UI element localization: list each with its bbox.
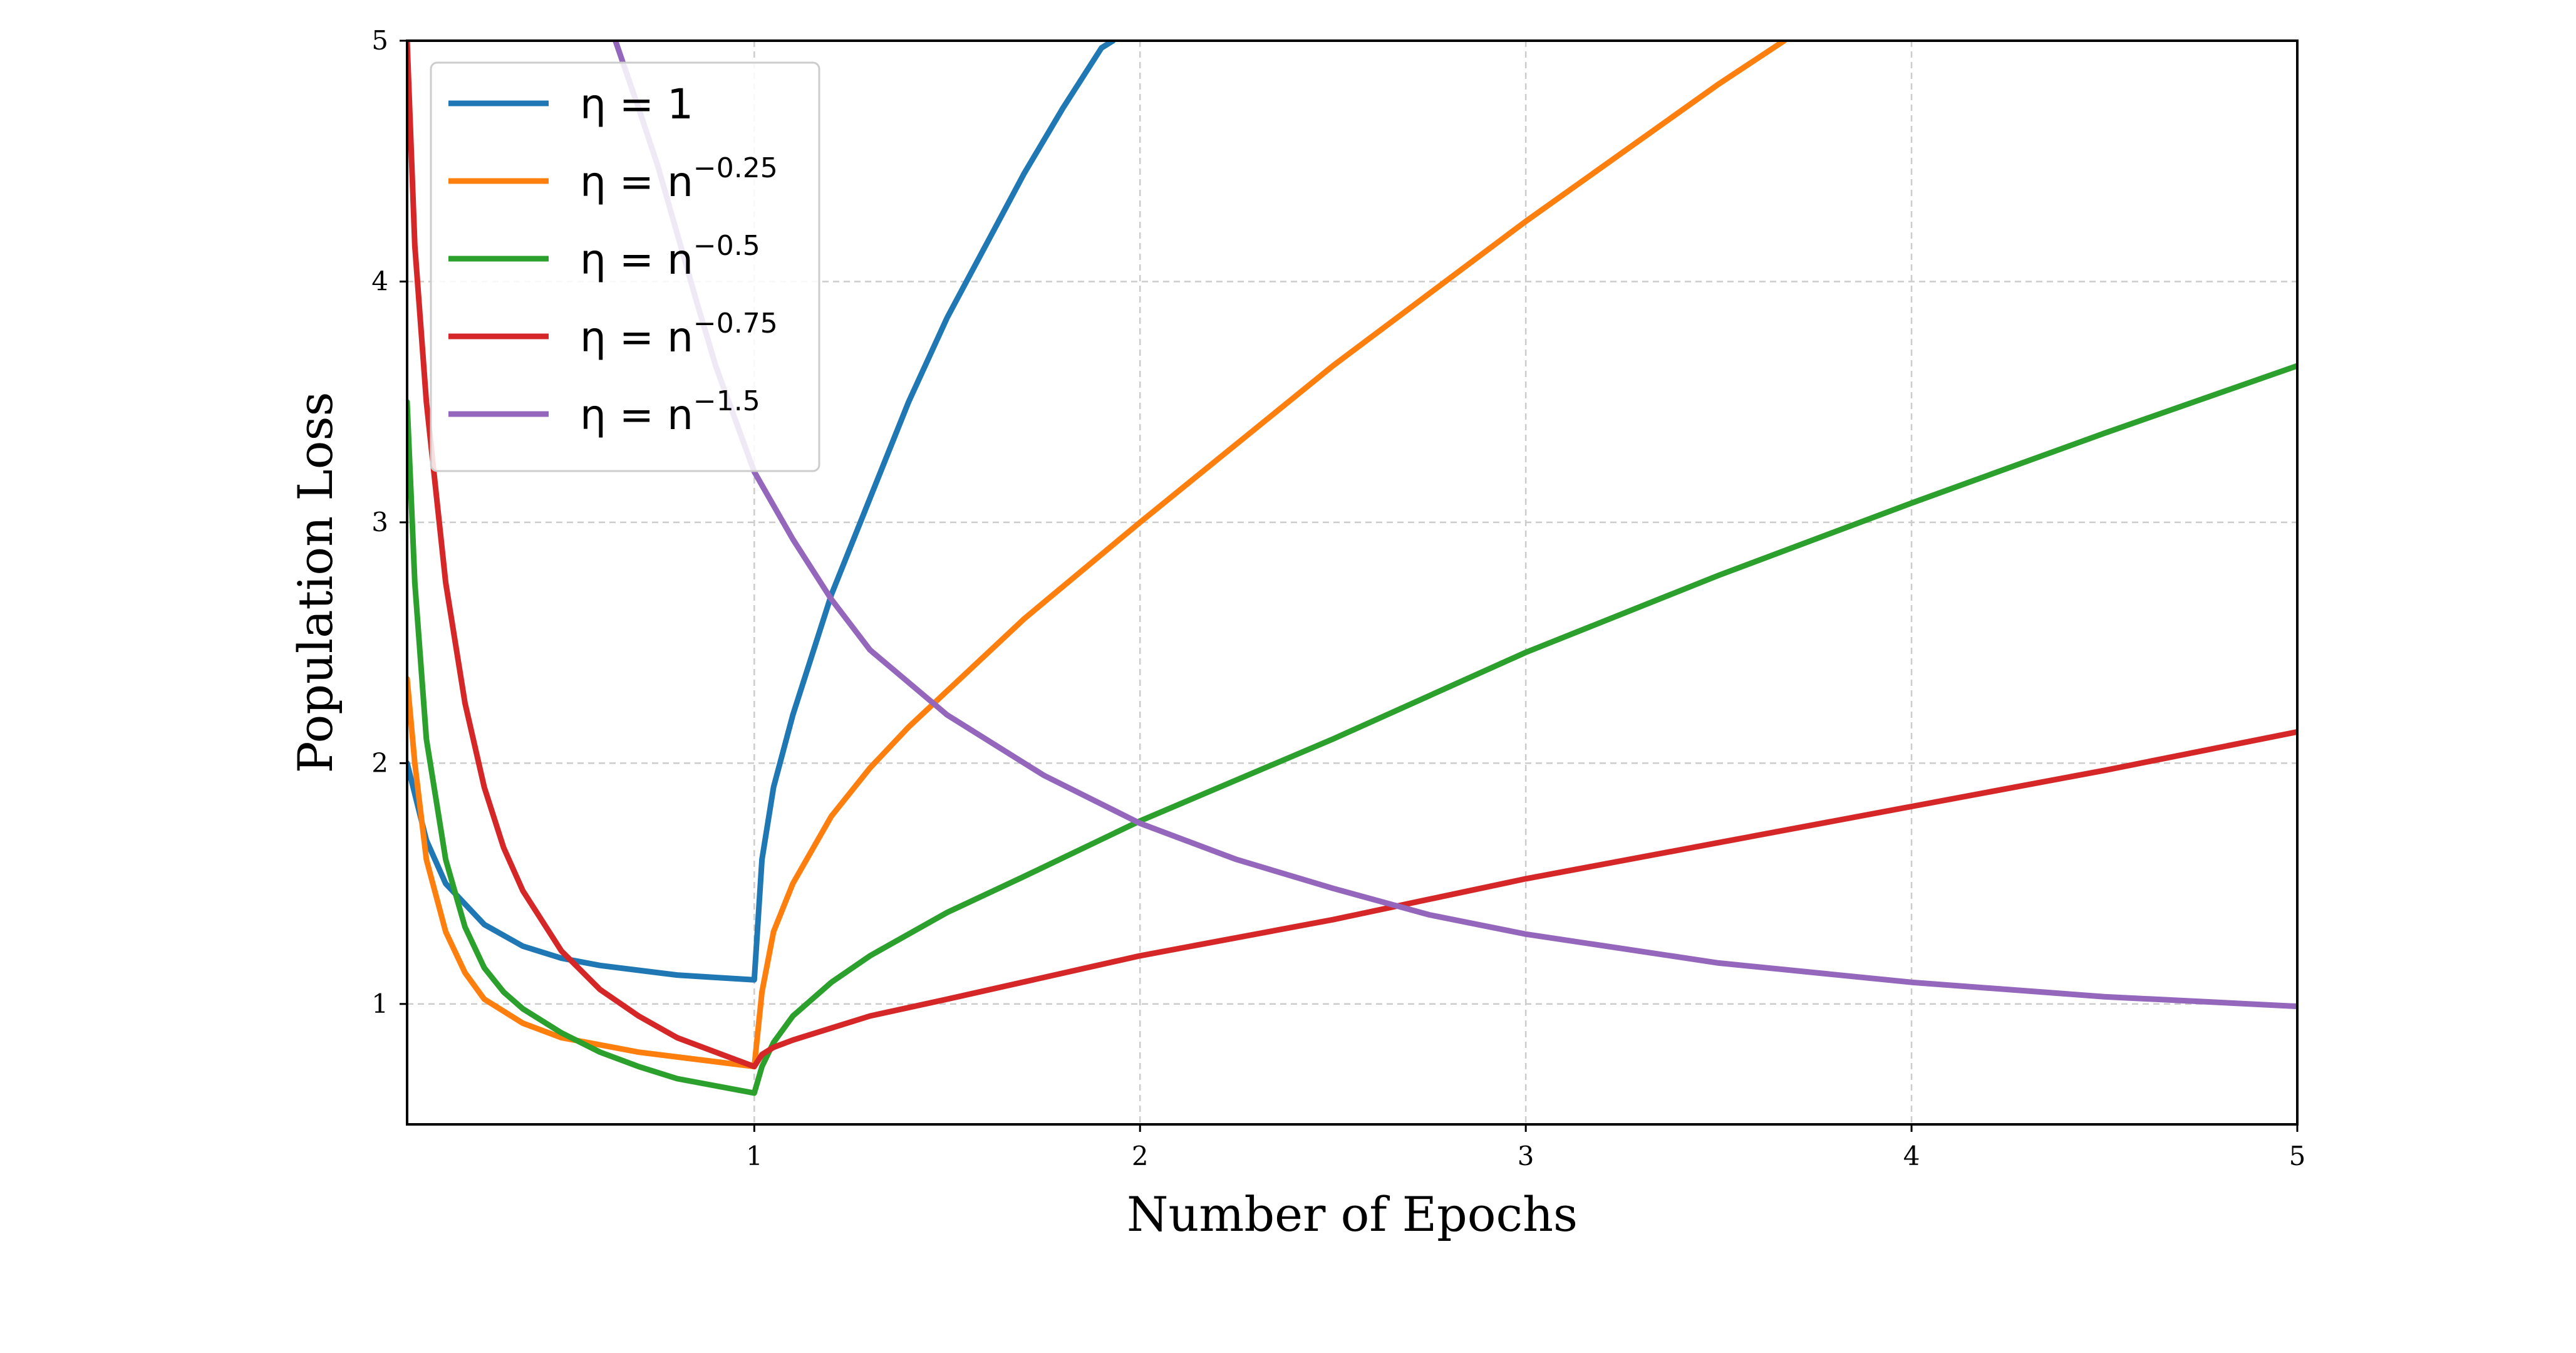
legend-exponent: −1.5 — [693, 385, 760, 417]
series-line-2 — [407, 41, 1787, 1070]
y-tick-label: 1 — [371, 988, 388, 1019]
x-tick-label: 5 — [2289, 1141, 2306, 1171]
y-tick-label: 2 — [371, 747, 388, 778]
y-axis-label: Population Loss — [287, 392, 343, 774]
x-tick-label: 3 — [1518, 1141, 1534, 1171]
legend-label: η = n — [580, 236, 693, 284]
legend-entry-4: η = n−0.75 — [580, 308, 778, 361]
legend-exponent: −0.25 — [693, 152, 778, 184]
legend-box — [430, 61, 820, 472]
legend-entry-1: η = 1 — [580, 80, 693, 128]
legend: η = 1η = n−0.25η = n−0.5η = n−0.75η = n−… — [430, 61, 820, 472]
series-line-5 — [613, 41, 2297, 1010]
legend-exponent: −0.5 — [693, 230, 760, 262]
y-tick-label: 5 — [371, 25, 388, 56]
axes-frame — [406, 39, 2299, 1126]
legend-label: η = n — [580, 391, 693, 439]
x-axis-label: Number of Epochs — [1127, 1186, 1578, 1242]
series-lines — [407, 41, 2297, 1096]
ticks: 1 2 3 4 5 1 2 3 4 5 — [371, 25, 2305, 1171]
legend-label: η = n — [580, 313, 693, 361]
x-tick-label: 2 — [1132, 1141, 1149, 1171]
series-line-4 — [407, 41, 2297, 1070]
x-tick-label: 1 — [746, 1141, 763, 1171]
legend-entry-2: η = n−0.25 — [580, 152, 778, 206]
legend-exponent: −0.75 — [693, 308, 778, 340]
series-line-1 — [407, 41, 1116, 983]
y-tick-label: 4 — [371, 266, 388, 296]
legend-label: η = 1 — [580, 80, 693, 128]
x-tick-label: 4 — [1903, 1141, 1920, 1171]
legend-entry-3: η = n−0.5 — [580, 230, 760, 284]
y-tick-label: 3 — [371, 507, 388, 537]
series-line-3 — [407, 363, 2297, 1096]
legend-entry-5: η = n−1.5 — [580, 385, 760, 439]
legend-label: η = n — [580, 158, 693, 206]
